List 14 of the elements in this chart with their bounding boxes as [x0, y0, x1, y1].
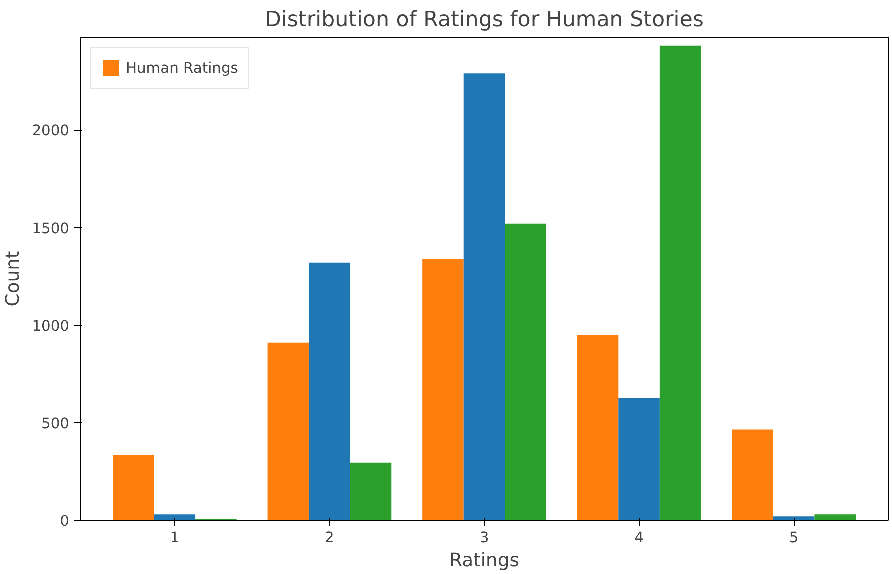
x-axis-title: Ratings	[450, 550, 520, 572]
y-tick-label: 0	[60, 513, 70, 530]
x-tick-label: 2	[325, 530, 334, 546]
y-tick-label: 2000	[32, 122, 70, 140]
y-tick-label: 500	[42, 415, 70, 432]
x-tick-label: 5	[789, 530, 799, 546]
chart-title: Distribution of Ratings for Human Stories	[265, 8, 704, 32]
y-tick-label: 1000	[32, 318, 70, 335]
x-tick-label: 1	[170, 530, 180, 546]
x-tick-label: 3	[480, 530, 490, 546]
y-tick-label: 1500	[32, 220, 70, 238]
x-tick-label: 4	[634, 530, 644, 546]
legend-label: Human Ratings	[126, 60, 238, 76]
y-axis-title: Count	[3, 251, 24, 307]
